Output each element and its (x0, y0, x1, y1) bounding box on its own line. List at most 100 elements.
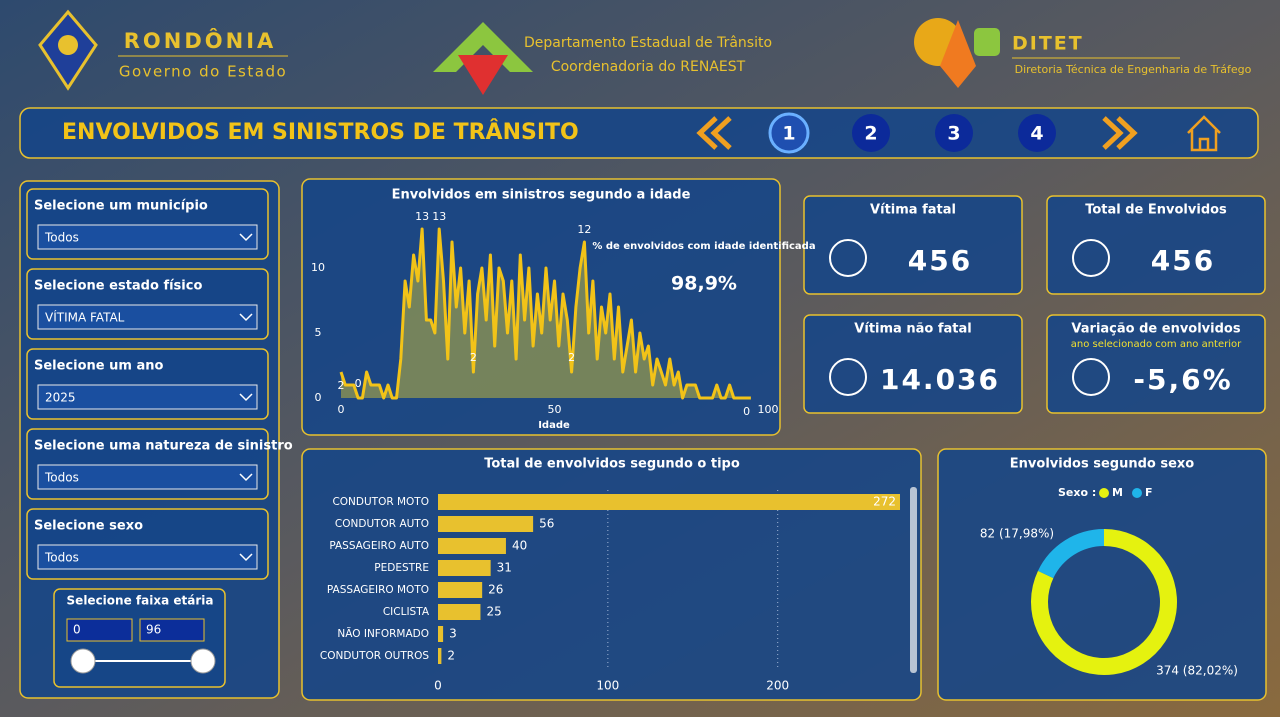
page-button[interactable] (768, 112, 810, 154)
kpi-icon (1072, 239, 1110, 277)
value-label: 3 (449, 627, 457, 641)
kpi-value: 14.036 (880, 363, 1000, 396)
slider-knob[interactable] (190, 648, 216, 674)
dropdown-value: Todos (44, 551, 79, 565)
dropdown-value: Todos (44, 231, 79, 245)
dropdown[interactable] (37, 224, 258, 250)
legend-label: M (1112, 486, 1123, 499)
ditet-logo (914, 18, 1000, 88)
age-min: 0 (73, 623, 81, 637)
next-button[interactable] (1102, 116, 1138, 150)
kpi-value: 456 (1151, 244, 1215, 277)
annotation-value: 98,9% (671, 273, 737, 295)
category-label: PASSAGEIRO AUTO (329, 540, 429, 552)
ditet-name: Diretoria Técnica de Engenharia de Tráfe… (1015, 63, 1252, 76)
age-filter-label: Selecione faixa etária (67, 594, 214, 608)
detran-logo (433, 22, 533, 95)
x-tick-label: 0 (338, 403, 345, 416)
category-label: NÃO INFORMADO (337, 627, 429, 640)
scrollbar[interactable] (910, 487, 917, 673)
data-label: 12 (577, 223, 591, 236)
filter-label: Selecione estado físico (34, 279, 202, 294)
data-label: 2 (338, 379, 345, 392)
kpi-icon (1072, 358, 1110, 396)
dropdown-value: VÍTIMA FATAL (45, 310, 125, 325)
legend-label: F (1145, 486, 1153, 499)
kpi-value: 456 (908, 244, 972, 277)
chart-title: Total de envolvidos segundo o tipo (484, 457, 740, 472)
legend-title: Sexo : (1058, 486, 1096, 499)
prev-button[interactable] (696, 116, 732, 150)
y-tick-label: 0 (315, 391, 322, 404)
kpi-card (1046, 314, 1266, 414)
dropdown-arrow (239, 233, 253, 242)
data-label: 2 (568, 351, 575, 364)
kpi-icon (829, 239, 867, 277)
dropdown[interactable] (37, 464, 258, 490)
bar (438, 604, 481, 620)
department: Departamento Estadual de Trânsito (524, 35, 772, 51)
page-button[interactable] (1018, 114, 1056, 152)
dropdown[interactable] (37, 544, 258, 570)
value-label: 2 (447, 649, 455, 663)
dropdown-value: Todos (44, 471, 79, 485)
y-tick-label: 10 (311, 261, 325, 274)
x-tick-label: 100 (758, 403, 779, 416)
sex-chart-panel (937, 448, 1267, 701)
category-label: CONDUTOR OUTROS (320, 650, 429, 662)
bar (438, 626, 444, 642)
dropdown-arrow (239, 553, 253, 562)
dropdown[interactable] (37, 304, 258, 330)
value-label: 26 (488, 583, 503, 597)
value-label: 272 (873, 495, 896, 509)
filter-label: Selecione um ano (34, 359, 163, 374)
x-axis-title: Idade (538, 420, 570, 431)
bar (438, 560, 491, 576)
kpi-card (803, 314, 1023, 414)
donut-slice (1037, 529, 1104, 579)
dropdown-arrow (239, 393, 253, 402)
bar (438, 648, 442, 664)
dropdown-arrow (239, 473, 253, 482)
category-label: PEDESTRE (374, 562, 429, 574)
page-button[interactable] (935, 114, 973, 152)
x-tick-label: 0 (434, 679, 442, 693)
dropdown[interactable] (37, 384, 258, 410)
value-label: 56 (539, 517, 554, 531)
bar (438, 494, 900, 510)
page-number: 1 (782, 123, 795, 145)
data-label: 0 (743, 405, 750, 418)
government: Governo do Estado (119, 63, 287, 81)
slider-knob[interactable] (70, 648, 96, 674)
page-number: 2 (864, 123, 877, 145)
kpi-icon (829, 358, 867, 396)
age-min-input[interactable] (66, 618, 133, 642)
page-button[interactable] (852, 114, 890, 152)
chart-title: Envolvidos segundo sexo (1010, 457, 1195, 472)
dropdown-value: 2025 (45, 391, 76, 405)
dropdown-arrow (239, 313, 253, 322)
age-max-input[interactable] (139, 618, 205, 642)
home-button[interactable] (1187, 115, 1221, 152)
legend-swatch (1132, 488, 1142, 498)
bar (438, 582, 483, 598)
page-number: 4 (1030, 123, 1043, 145)
category-label: CONDUTOR MOTO (332, 496, 429, 508)
category-label: CONDUTOR AUTO (335, 518, 429, 530)
chart-title: Envolvidos em sinistros segundo a idade (392, 188, 691, 203)
filter-label: Selecione sexo (34, 519, 143, 534)
kpi-title: Vítima fatal (870, 203, 956, 218)
annotation: % de envolvidos com idade identificada (592, 241, 815, 252)
filter-label: Selecione um município (34, 199, 208, 214)
category-label: CICLISTA (383, 606, 430, 618)
category-label: PASSAGEIRO MOTO (327, 584, 429, 596)
bar (438, 516, 534, 532)
age-max: 96 (146, 623, 161, 637)
line (339, 227, 751, 400)
page-number: 3 (947, 123, 960, 145)
bar (438, 538, 506, 554)
ditet: DITET (1012, 33, 1084, 55)
value-label: 25 (486, 605, 501, 619)
kpi-subtitle: ano selecionado com ano anterior (1071, 339, 1242, 350)
